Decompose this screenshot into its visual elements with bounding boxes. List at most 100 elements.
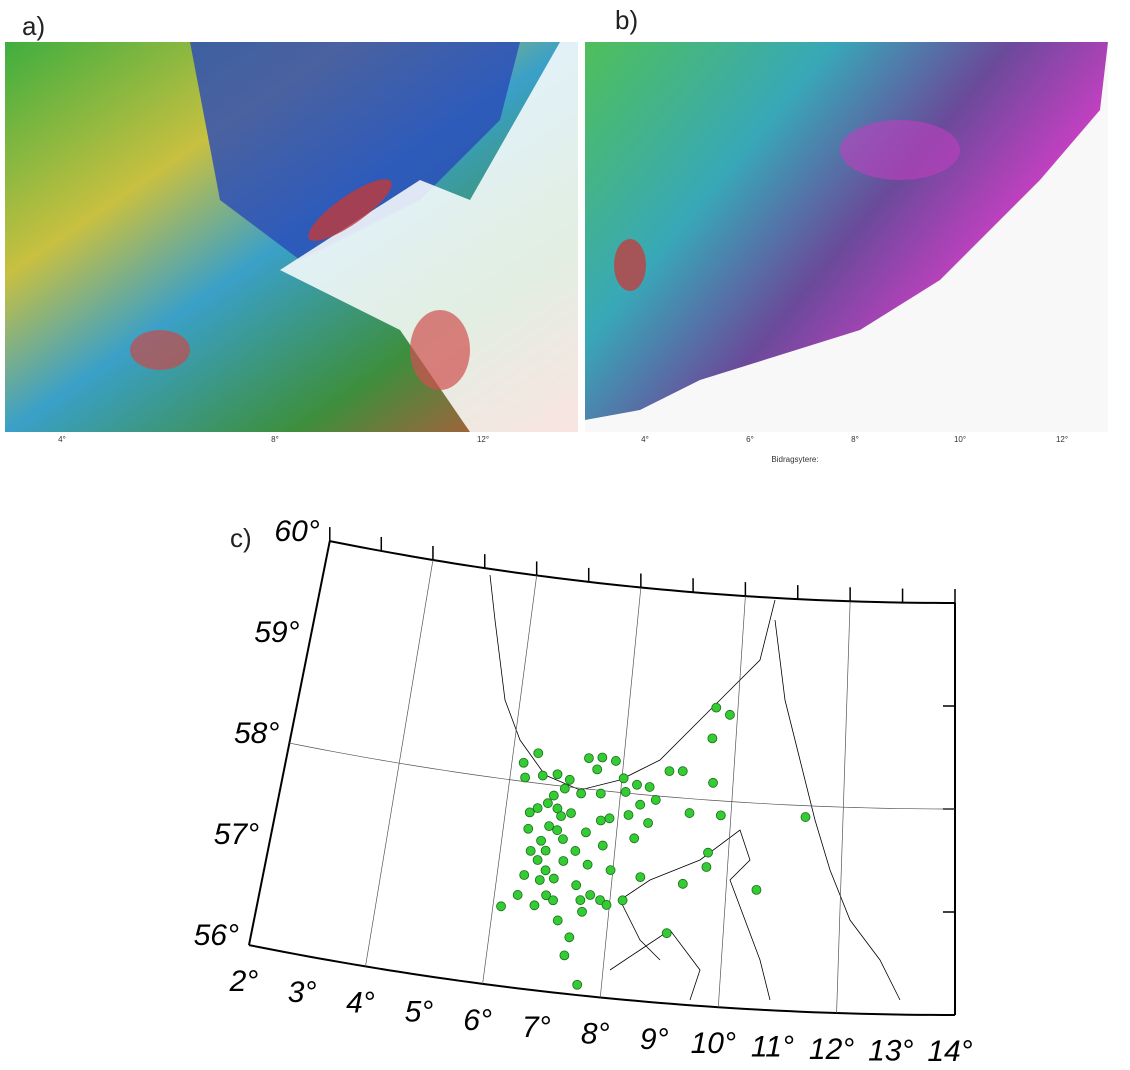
- data-point: [549, 791, 558, 800]
- data-point: [524, 824, 533, 833]
- map-region: [614, 239, 646, 291]
- x-tick-label: 6°: [463, 1004, 492, 1037]
- tick-label: 8°: [271, 435, 279, 444]
- data-point: [557, 812, 566, 821]
- data-point: [560, 784, 569, 793]
- data-point: [624, 810, 633, 819]
- data-point: [560, 951, 569, 960]
- map-region: [840, 120, 960, 180]
- data-point: [725, 710, 734, 719]
- map-region: [130, 330, 190, 370]
- data-point: [545, 822, 554, 831]
- data-point: [644, 819, 653, 828]
- data-point: [584, 754, 593, 763]
- data-point: [665, 767, 674, 776]
- data-point: [685, 809, 694, 818]
- data-point: [716, 811, 725, 820]
- data-point: [606, 866, 615, 875]
- data-point: [559, 856, 568, 865]
- data-point: [534, 749, 543, 758]
- data-point: [535, 876, 544, 885]
- data-point: [621, 787, 630, 796]
- data-point: [538, 771, 547, 780]
- y-tick-label: 57°: [214, 818, 259, 851]
- y-tick-label: 60°: [274, 515, 319, 548]
- data-point: [519, 758, 528, 767]
- data-point: [549, 874, 558, 883]
- data-point: [596, 789, 605, 798]
- tick-label: 6°: [746, 435, 754, 444]
- data-point: [558, 835, 567, 844]
- panel-a: a) 4° 8° 12°: [5, 11, 578, 444]
- data-point: [565, 933, 574, 942]
- data-point: [541, 846, 550, 855]
- data-point: [662, 929, 671, 938]
- x-tick-label: 8°: [581, 1017, 610, 1050]
- data-point: [678, 879, 687, 888]
- data-point: [678, 767, 687, 776]
- caption: Bidragsytere:: [771, 455, 818, 464]
- data-point: [520, 870, 529, 879]
- x-tick-label: 5°: [405, 996, 434, 1029]
- data-point: [618, 896, 627, 905]
- data-point: [549, 896, 558, 905]
- tick-label: 12°: [1056, 435, 1068, 444]
- data-point: [578, 907, 587, 916]
- coastline: [620, 830, 770, 1000]
- x-tick-label: 14°: [927, 1035, 972, 1068]
- data-point: [636, 800, 645, 809]
- data-point: [801, 813, 810, 822]
- frame-edge: [330, 541, 955, 603]
- data-point: [704, 848, 713, 857]
- data-point: [712, 703, 721, 712]
- data-point: [581, 828, 590, 837]
- x-tick-label: 10°: [691, 1027, 736, 1060]
- data-point: [567, 809, 576, 818]
- data-point: [752, 885, 761, 894]
- data-point: [632, 780, 641, 789]
- data-point: [593, 765, 602, 774]
- data-point: [702, 863, 711, 872]
- panel-c: c) 2°3°4°5°6°7°8°9°10°11°12°13°14°56°57°…: [194, 515, 973, 1068]
- data-point: [636, 873, 645, 882]
- data-point: [596, 816, 605, 825]
- data-point: [533, 804, 542, 813]
- data-point: [537, 836, 546, 845]
- map-region: [410, 310, 470, 390]
- tick-label: 8°: [851, 435, 859, 444]
- data-point: [553, 826, 562, 835]
- coastline: [610, 930, 700, 1000]
- tick-label: 12°: [477, 435, 489, 444]
- x-tick-label: 11°: [751, 1031, 794, 1064]
- data-point: [530, 901, 539, 910]
- x-tick-label: 13°: [868, 1034, 913, 1067]
- data-point: [605, 814, 614, 823]
- tick-label: 4°: [58, 435, 66, 444]
- data-point: [497, 902, 506, 911]
- data-point: [553, 916, 562, 925]
- data-point: [573, 980, 582, 989]
- x-tick-label: 3°: [288, 976, 317, 1009]
- panel-label: c): [230, 523, 252, 553]
- x-tick-label: 4°: [346, 986, 375, 1019]
- data-point: [651, 795, 660, 804]
- figure: a) 4° 8° 12° b) 4° 6° 8° 10° 12° Bidrags…: [0, 0, 1130, 1070]
- data-point: [583, 860, 592, 869]
- x-tick-label: 7°: [522, 1011, 551, 1044]
- data-point: [513, 890, 522, 899]
- y-tick-label: 58°: [234, 717, 279, 750]
- data-point: [521, 773, 530, 782]
- tick-label: 4°: [641, 435, 649, 444]
- data-point: [586, 890, 595, 899]
- data-point: [565, 775, 574, 784]
- data-point: [598, 841, 607, 850]
- y-tick-label: 59°: [254, 616, 299, 649]
- panel-b: b) 4° 6° 8° 10° 12° Bidragsytere:: [585, 5, 1108, 464]
- data-point: [602, 900, 611, 909]
- data-point: [526, 846, 535, 855]
- x-tick-label: 9°: [640, 1023, 669, 1056]
- data-point: [533, 856, 542, 865]
- data-point: [541, 866, 550, 875]
- data-point: [630, 834, 639, 843]
- data-point: [543, 799, 552, 808]
